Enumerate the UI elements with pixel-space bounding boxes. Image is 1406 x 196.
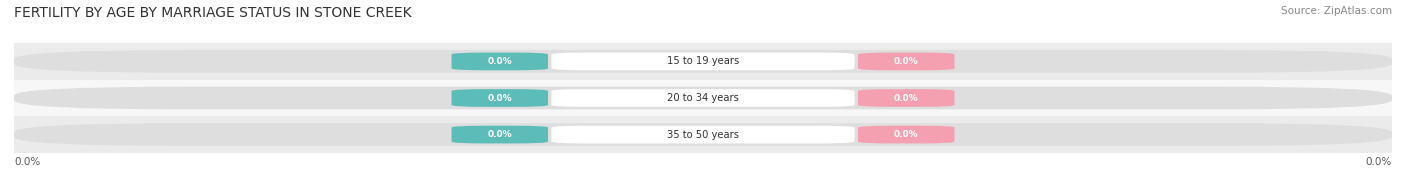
FancyBboxPatch shape [451,89,548,107]
FancyBboxPatch shape [451,126,548,143]
Text: 35 to 50 years: 35 to 50 years [666,130,740,140]
Text: 0.0%: 0.0% [488,57,512,66]
Bar [14,43,1392,80]
Text: 0.0%: 0.0% [488,93,512,103]
Text: FERTILITY BY AGE BY MARRIAGE STATUS IN STONE CREEK: FERTILITY BY AGE BY MARRIAGE STATUS IN S… [14,6,412,20]
FancyBboxPatch shape [14,87,1392,109]
FancyBboxPatch shape [451,53,548,70]
Text: 0.0%: 0.0% [894,57,918,66]
FancyBboxPatch shape [551,126,855,143]
Text: 20 to 34 years: 20 to 34 years [666,93,740,103]
Text: 15 to 19 years: 15 to 19 years [666,56,740,66]
FancyBboxPatch shape [14,50,1392,73]
Bar [14,116,1392,153]
FancyBboxPatch shape [551,53,855,70]
Text: 0.0%: 0.0% [488,130,512,139]
Text: 0.0%: 0.0% [894,130,918,139]
Bar [14,80,1392,116]
Text: Source: ZipAtlas.com: Source: ZipAtlas.com [1281,6,1392,16]
Text: 0.0%: 0.0% [14,157,41,167]
FancyBboxPatch shape [551,89,855,107]
FancyBboxPatch shape [14,123,1392,146]
Text: 0.0%: 0.0% [894,93,918,103]
FancyBboxPatch shape [858,89,955,107]
FancyBboxPatch shape [858,53,955,70]
Text: 0.0%: 0.0% [1365,157,1392,167]
FancyBboxPatch shape [858,126,955,143]
